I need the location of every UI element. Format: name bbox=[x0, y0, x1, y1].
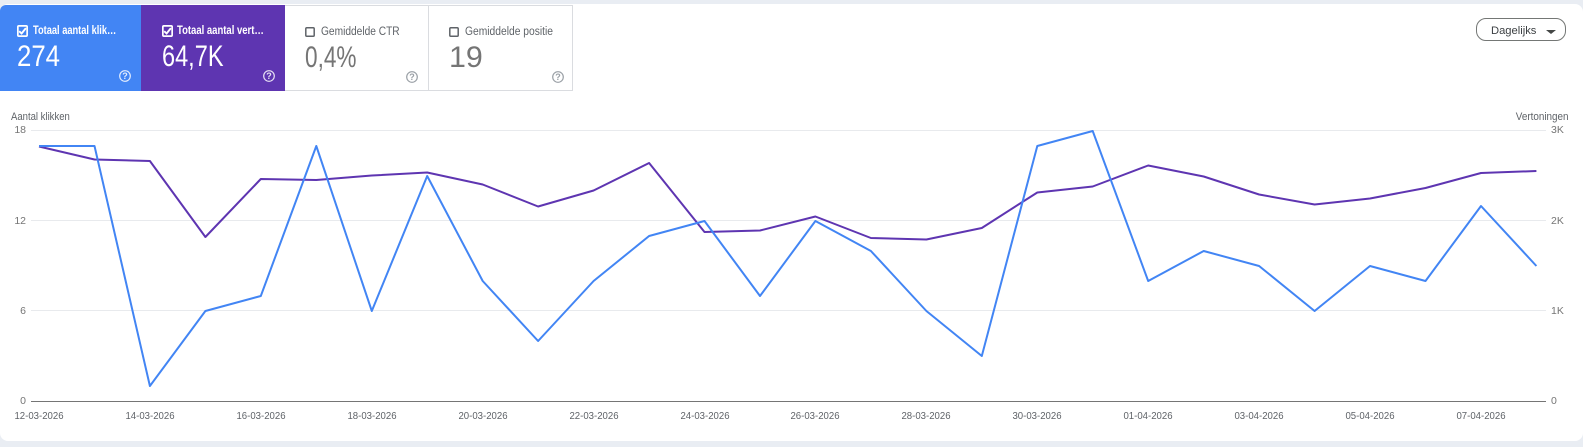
svg-text:?: ? bbox=[266, 71, 272, 81]
svg-text:?: ? bbox=[122, 71, 128, 81]
svg-text:?: ? bbox=[555, 72, 561, 82]
svg-text:?: ? bbox=[409, 72, 415, 82]
